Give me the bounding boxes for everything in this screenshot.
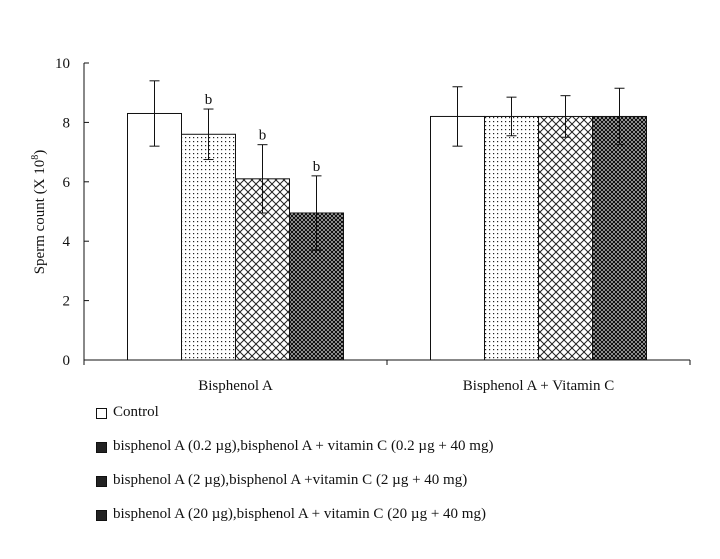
legend-item: bisphenol A (2 µg),bisphenol A +vitamin …: [96, 472, 493, 506]
legend-item: bisphenol A (20 µg),bisphenol A + vitami…: [96, 506, 493, 540]
bar: [538, 115, 593, 361]
bar: [127, 112, 182, 361]
legend-label: bisphenol A (2 µg),bisphenol A +vitamin …: [113, 472, 468, 488]
y-tick-label: 0: [63, 353, 71, 369]
legend-swatch-dark: [96, 476, 107, 487]
legend-label: Control: [113, 404, 159, 420]
y-tick-label: 4: [63, 234, 71, 250]
y-tick-label: 6: [63, 175, 71, 191]
legend-item: bisphenol A (0.2 µg),bisphenol A + vitam…: [96, 438, 493, 472]
legend-label: bisphenol A (0.2 µg),bisphenol A + vitam…: [113, 438, 494, 454]
bar: [181, 133, 236, 361]
legend: Control bisphenol A (0.2 µg),bisphenol A…: [96, 404, 493, 540]
legend-label: bisphenol A (20 µg),bisphenol A + vitami…: [113, 506, 486, 522]
y-tick-label: 2: [63, 294, 71, 310]
bar-chart: 0 2 4 6 8 10 Bisphenol A Bisphenol A + Vitamin …: [30, 56, 691, 394]
significance-label: b: [205, 92, 213, 108]
bar: [592, 115, 647, 361]
bar: [484, 115, 539, 361]
bars: b b b: [127, 80, 647, 361]
y-axis-label: Sperm count (X 108): [30, 150, 48, 275]
significance-label: b: [313, 159, 321, 175]
y-tick-label: 8: [63, 115, 71, 131]
significance-label: b: [259, 128, 267, 144]
x-tick-label: Bisphenol A + Vitamin C: [463, 378, 614, 394]
y-tick-label: 10: [55, 56, 70, 72]
legend-swatch-control: [96, 408, 107, 419]
legend-swatch-dark: [96, 510, 107, 521]
bar: [430, 115, 485, 361]
x-tick-label: Bisphenol A: [198, 378, 273, 394]
legend-item: Control: [96, 404, 493, 438]
legend-swatch-dark: [96, 442, 107, 453]
